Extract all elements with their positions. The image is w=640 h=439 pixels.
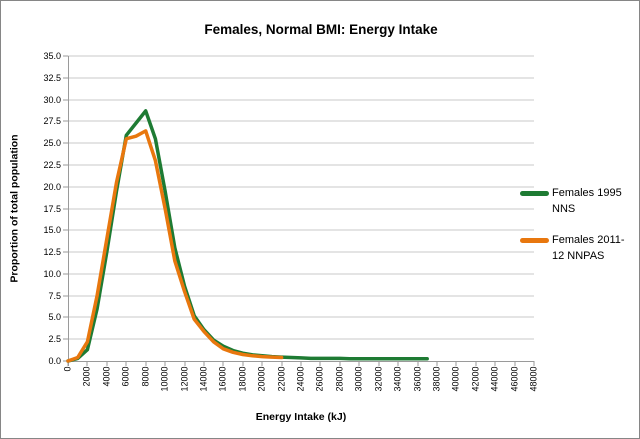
x-tick-label: 14000 <box>198 366 209 392</box>
x-tick-label: 48000 <box>528 366 539 392</box>
x-tick-label: 44000 <box>489 366 500 392</box>
legend-swatch-orange-line <box>520 238 549 243</box>
chart-title: Females, Normal BMI: Energy Intake <box>204 22 438 37</box>
x-tick-label: 24000 <box>295 366 306 392</box>
x-tick-label: 12000 <box>179 366 189 392</box>
x-tick-label: 28000 <box>334 366 345 392</box>
y-tick-label: 25.0 <box>43 138 61 149</box>
x-tick-label: 18000 <box>237 366 248 392</box>
x-tick-label: 38000 <box>431 366 442 392</box>
y-tick-label: 7.5 <box>48 290 61 301</box>
y-tick-label: 2.5 <box>48 334 61 345</box>
series-line-females-1995-nns <box>66 109 429 363</box>
x-tick-label: 32000 <box>373 366 384 392</box>
x-tick-label: 2000 <box>81 366 92 387</box>
y-tick-label: 5.0 <box>48 312 61 323</box>
series-line-females-2011-12-nnpas <box>66 129 284 363</box>
y-axis-title: Proportion of total population <box>8 134 21 283</box>
x-tick-label: 6000 <box>120 366 131 387</box>
y-tick-label: 35.0 <box>43 51 61 61</box>
y-tick-label: 30.0 <box>43 94 61 105</box>
legend-swatch-green-line <box>520 191 549 196</box>
y-tick-label: 0.0 <box>48 356 61 366</box>
y-tick-label: 10.0 <box>43 268 61 279</box>
x-tick-label: 4000 <box>101 366 112 387</box>
y-tick-label: 27.5 <box>43 116 61 127</box>
legend-label: NNS <box>552 203 576 215</box>
x-tick-label: 20000 <box>256 366 267 392</box>
legend-label: Females 1995 <box>552 187 622 199</box>
x-tick-label: 46000 <box>509 366 520 392</box>
y-tick-label: 15.0 <box>43 225 61 236</box>
x-axis-title: Energy Intake (kJ) <box>255 411 347 423</box>
x-tick-label: 40000 <box>450 366 461 392</box>
x-tick-label: 30000 <box>353 366 364 392</box>
x-tick-label: 36000 <box>412 366 422 392</box>
x-tick-label: 16000 <box>217 366 228 392</box>
y-tick-label: 32.5 <box>43 72 61 83</box>
x-tick-label: 22000 <box>276 366 287 392</box>
x-tick-label: 34000 <box>392 366 403 392</box>
legend: Females 1995 NNS Females 2011- 12 NNPAS <box>515 171 639 281</box>
x-tick-label: 10000 <box>159 366 170 392</box>
y-tick-label: 22.5 <box>43 159 61 170</box>
x-tick-label: 26000 <box>314 366 325 392</box>
y-tick-label: 12.5 <box>43 247 61 258</box>
y-tick-label: 20.0 <box>43 181 61 192</box>
x-tick-label: 8000 <box>140 366 151 387</box>
x-tick-label: 42000 <box>470 366 481 392</box>
y-tick-label: 17.5 <box>43 203 61 214</box>
legend-label: 12 NNPAS <box>552 250 605 262</box>
legend-label: Females 2011- <box>552 234 625 246</box>
x-tick-label: 0 <box>62 366 73 372</box>
